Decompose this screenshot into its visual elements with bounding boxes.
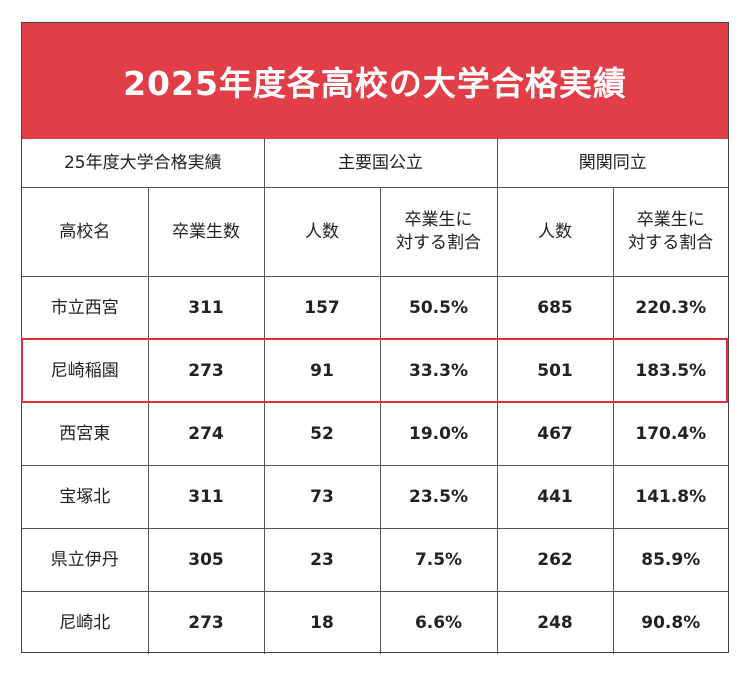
national-ratio-cell: 50.5% (379, 276, 498, 340)
kankan-ratio-cell: 90.8% (612, 591, 729, 654)
national-count-cell: 91 (263, 339, 381, 403)
kankan-ratio-cell: 141.8% (612, 465, 729, 529)
kankan-count-cell: 248 (496, 591, 614, 654)
school-name: 市立西宮 (22, 276, 149, 340)
graduates-cell: 311 (147, 465, 265, 529)
kankan-count-cell: 262 (496, 528, 614, 592)
national-ratio-cell: 19.0% (379, 402, 498, 466)
title-banner: 2025年度各高校の大学合格実績 (22, 23, 728, 139)
page-title: 2025年度各高校の大学合格実績 (123, 64, 627, 103)
kankan-count-cell: 685 (496, 276, 614, 340)
column-header-row: 高校名 卒業生数 人数 卒業生に 対する割合 人数 卒業生に 対する割合 (22, 187, 729, 277)
kankan-ratio-cell: 183.5% (612, 339, 729, 403)
group-header-national: 主要国公立 (263, 139, 498, 188)
national-count-cell: 23 (263, 528, 381, 592)
admissions-table: 25年度大学合格実績 主要国公立 関関同立 高校名 卒業生数 人数 卒業生に 対… (22, 139, 729, 654)
graduates-cell: 274 (147, 402, 265, 466)
table-row: 尼崎北 273 18 6.6% 248 90.8% (22, 591, 729, 654)
column-header-graduates: 卒業生数 (147, 187, 265, 277)
column-header-national-count: 人数 (263, 187, 381, 277)
table-row: 市立西宮 311 157 50.5% 685 220.3% (22, 276, 729, 340)
column-header-kankan-ratio: 卒業生に 対する割合 (612, 187, 729, 277)
kankan-count-cell: 467 (496, 402, 614, 466)
table-row: 尼崎稲園 273 91 33.3% 501 183.5% (22, 339, 729, 403)
national-count-cell: 52 (263, 402, 381, 466)
kankan-ratio-cell: 220.3% (612, 276, 729, 340)
school-name: 宝塚北 (22, 465, 149, 529)
column-header-kankan-count: 人数 (496, 187, 614, 277)
graduates-cell: 273 (147, 591, 265, 654)
graduates-cell: 311 (147, 276, 265, 340)
national-count-cell: 73 (263, 465, 381, 529)
kankan-count-cell: 441 (496, 465, 614, 529)
kankan-ratio-cell: 85.9% (612, 528, 729, 592)
kankan-count-cell: 501 (496, 339, 614, 403)
group-header-results: 25年度大学合格実績 (22, 139, 265, 188)
national-count-cell: 157 (263, 276, 381, 340)
national-ratio-cell: 7.5% (379, 528, 498, 592)
national-ratio-cell: 33.3% (379, 339, 498, 403)
graduates-cell: 305 (147, 528, 265, 592)
group-header-row: 25年度大学合格実績 主要国公立 関関同立 (22, 139, 729, 188)
table-row: 西宮東 274 52 19.0% 467 170.4% (22, 402, 729, 466)
national-ratio-cell: 6.6% (379, 591, 498, 654)
school-name: 尼崎北 (22, 591, 149, 654)
results-card: 2025年度各高校の大学合格実績 25年度大学合格実績 主要国公立 関関同立 高… (21, 22, 729, 654)
kankan-ratio-cell: 170.4% (612, 402, 729, 466)
table-row: 宝塚北 311 73 23.5% 441 141.8% (22, 465, 729, 529)
national-ratio-cell: 23.5% (379, 465, 498, 529)
school-name: 西宮東 (22, 402, 149, 466)
national-count-cell: 18 (263, 591, 381, 654)
school-name: 県立伊丹 (22, 528, 149, 592)
graduates-cell: 273 (147, 339, 265, 403)
school-name: 尼崎稲園 (22, 339, 149, 403)
table-row: 県立伊丹 305 23 7.5% 262 85.9% (22, 528, 729, 592)
column-header-national-ratio: 卒業生に 対する割合 (379, 187, 498, 277)
column-header-school: 高校名 (22, 187, 149, 277)
group-header-kankandoritsu: 関関同立 (496, 139, 729, 188)
